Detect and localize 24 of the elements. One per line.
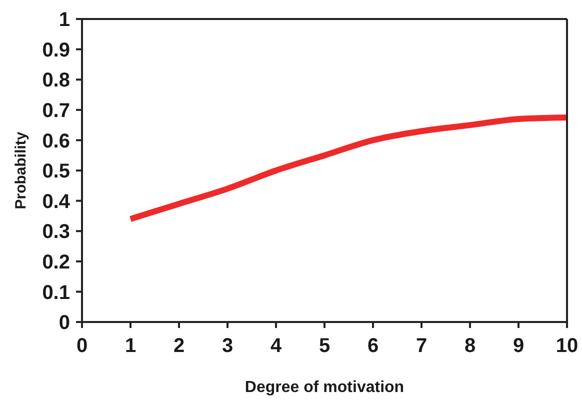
y-tick-label: 0.7 <box>42 100 70 122</box>
y-tick-label: 1 <box>58 9 70 32</box>
y-tick-label: 0 <box>58 312 70 334</box>
y-tick-label: 0.1 <box>42 282 70 304</box>
y-tick-label: 0.4 <box>42 190 71 213</box>
x-tick-label: 7 <box>416 335 428 358</box>
x-tick-label: 2 <box>173 335 185 358</box>
x-tick-label: 10 <box>556 335 578 358</box>
y-tick-label: 0.2 <box>42 252 70 274</box>
x-tick-label: 4 <box>270 335 282 358</box>
y-tick-label: 0.8 <box>42 70 70 92</box>
x-tick-label: 5 <box>318 335 330 358</box>
x-tick-label: 6 <box>367 335 379 358</box>
x-tick-label: 0 <box>76 335 88 358</box>
y-tick-label: 0.6 <box>42 130 70 152</box>
x-tick-label: 1 <box>124 335 136 358</box>
y-tick-label: 0.5 <box>42 160 70 183</box>
x-tick-label: 9 <box>512 335 524 358</box>
x-axis-title: Degree of motivation <box>244 379 404 396</box>
y-tick-label: 0.3 <box>42 221 70 244</box>
x-tick-label: 3 <box>222 335 234 358</box>
x-tick-label: 8 <box>464 335 476 358</box>
y-axis-title: Probability <box>12 131 30 210</box>
y-tick-label: 0.9 <box>42 39 70 62</box>
